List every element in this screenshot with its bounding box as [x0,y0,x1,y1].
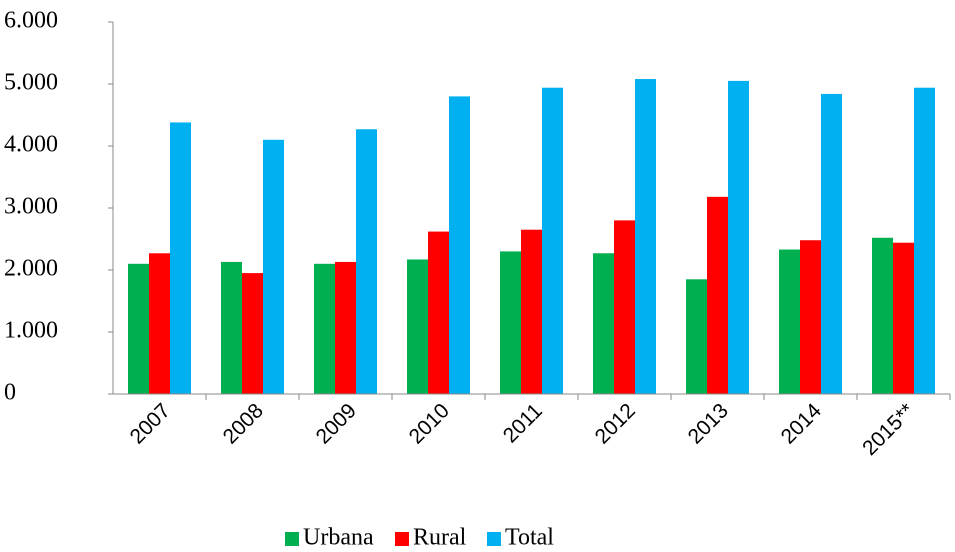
bar [170,122,191,394]
x-tick-label: 2015** [858,399,919,460]
bar [614,220,635,394]
bar [356,129,377,394]
x-tick-label: 2014 [777,399,827,449]
bar [449,96,470,395]
bar [821,93,842,395]
y-tick-label: 2.000 [4,256,58,282]
x-tick-label: 2009 [312,399,361,448]
bar [872,237,893,394]
x-tick-label: 2007 [126,399,175,448]
legend-label: Rural [413,525,467,551]
y-tick-label: 4.000 [4,132,58,158]
bar [500,251,521,394]
legend-label: Urbana [303,525,374,551]
bar [314,263,335,394]
y-tick-label: 6.000 [4,8,58,34]
bar [707,196,728,394]
bar [728,80,749,395]
y-tick-label: 3.000 [4,194,58,220]
bar [542,87,563,394]
bar [800,240,821,394]
bar [263,139,284,394]
y-tick-label: 0 [4,380,16,406]
bar [149,253,170,394]
bar [335,261,356,394]
legend-swatch [395,532,409,546]
bar [521,229,542,394]
bar [593,253,614,394]
bar [221,261,242,394]
legend-swatch [487,532,501,546]
x-tick-label: 2012 [591,399,640,448]
bar [686,279,707,394]
legend-swatch [285,532,299,546]
bar [407,259,428,394]
x-tick-label: 2008 [219,399,268,448]
bar [128,263,149,394]
y-tick-label: 1.000 [4,318,58,344]
y-tick-label: 5.000 [4,70,58,96]
bar [893,242,914,394]
x-tick-label: 2011 [499,399,547,447]
x-tick-label: 2013 [684,399,733,448]
bar [242,273,263,394]
x-tick-label: 2010 [405,399,454,448]
bar [428,231,449,394]
legend-label: Total [505,525,554,551]
bar [779,249,800,394]
bar [635,79,656,394]
bar [914,87,935,394]
